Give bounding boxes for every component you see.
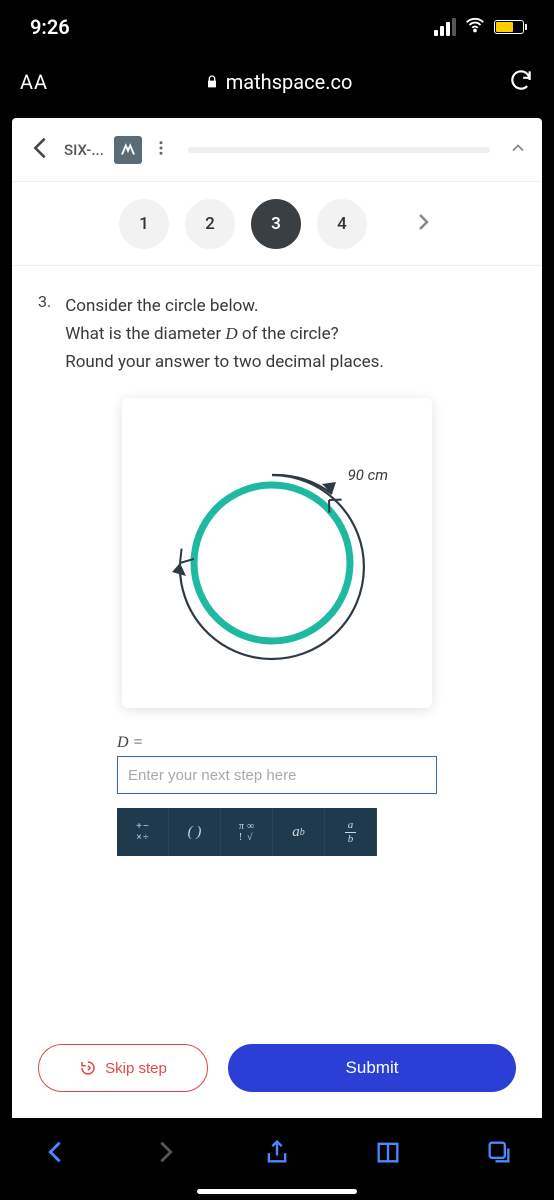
app-topbar: SIX-... bbox=[12, 118, 542, 182]
step-1[interactable]: 1 bbox=[119, 199, 169, 249]
step-3[interactable]: 3 bbox=[251, 199, 301, 249]
home-indicator[interactable] bbox=[197, 1189, 357, 1194]
more-menu-button[interactable] bbox=[152, 139, 170, 161]
question-line-2: What is the diameter D of the circle? bbox=[65, 320, 384, 348]
collapse-button[interactable] bbox=[508, 138, 528, 162]
answer-block: D = +−×÷ ( ) π∞!√ ab ab bbox=[117, 734, 437, 856]
browser-url-bar: AA mathspace.co bbox=[0, 54, 554, 110]
step-2[interactable]: 2 bbox=[185, 199, 235, 249]
tabs-button[interactable] bbox=[485, 1138, 513, 1170]
url-display[interactable]: mathspace.co bbox=[204, 70, 353, 94]
exponent-button[interactable]: ab bbox=[273, 808, 325, 856]
parentheses-button[interactable]: ( ) bbox=[169, 808, 221, 856]
submit-button[interactable]: Submit bbox=[228, 1044, 516, 1092]
bookmarks-button[interactable] bbox=[374, 1138, 402, 1170]
status-time: 9:26 bbox=[30, 15, 70, 39]
step-navigator: 1 2 3 4 bbox=[12, 182, 542, 266]
symbols-button[interactable]: π∞!√ bbox=[221, 808, 273, 856]
browser-back-button[interactable] bbox=[41, 1138, 69, 1170]
browser-forward-button[interactable] bbox=[152, 1138, 180, 1170]
progress-bar bbox=[188, 147, 490, 153]
status-icons bbox=[434, 14, 524, 40]
back-button[interactable] bbox=[26, 134, 54, 166]
question-text: Consider the circle below. What is the d… bbox=[65, 292, 384, 376]
mathspace-logo-icon[interactable] bbox=[114, 136, 142, 164]
action-row: Skip step Submit bbox=[12, 1044, 542, 1092]
reload-button[interactable] bbox=[508, 67, 534, 97]
cellular-icon bbox=[434, 18, 456, 36]
fraction-button[interactable]: ab bbox=[325, 808, 377, 856]
battery-icon bbox=[494, 20, 524, 34]
answer-input[interactable] bbox=[117, 756, 437, 794]
next-step-button[interactable] bbox=[411, 210, 435, 238]
arc-length-label: 90 cm bbox=[348, 466, 388, 484]
question-line-1: Consider the circle below. bbox=[65, 292, 384, 320]
share-button[interactable] bbox=[263, 1138, 291, 1170]
operators-button[interactable]: +−×÷ bbox=[117, 808, 169, 856]
wifi-icon bbox=[464, 14, 486, 40]
circle-diagram bbox=[122, 398, 432, 708]
math-toolbar: +−×÷ ( ) π∞!√ ab ab bbox=[117, 808, 377, 856]
figure-card: 90 cm bbox=[122, 398, 432, 708]
skip-step-button[interactable]: Skip step bbox=[38, 1044, 208, 1092]
question-block: 3. Consider the circle below. What is th… bbox=[12, 266, 542, 376]
app-viewport: SIX-... 1 2 3 4 3. Consider the circle b… bbox=[12, 118, 542, 1118]
question-number: 3. bbox=[38, 292, 51, 376]
skip-step-label: Skip step bbox=[105, 1060, 167, 1077]
status-bar: 9:26 bbox=[0, 0, 554, 54]
question-line-3: Round your answer to two decimal places. bbox=[65, 348, 384, 376]
url-text: mathspace.co bbox=[226, 70, 353, 94]
step-4[interactable]: 4 bbox=[317, 199, 367, 249]
skip-icon bbox=[79, 1059, 97, 1077]
lock-icon bbox=[204, 74, 220, 90]
breadcrumb[interactable]: SIX-... bbox=[64, 141, 104, 159]
text-size-button[interactable]: AA bbox=[20, 70, 48, 94]
answer-label: D = bbox=[117, 734, 437, 752]
